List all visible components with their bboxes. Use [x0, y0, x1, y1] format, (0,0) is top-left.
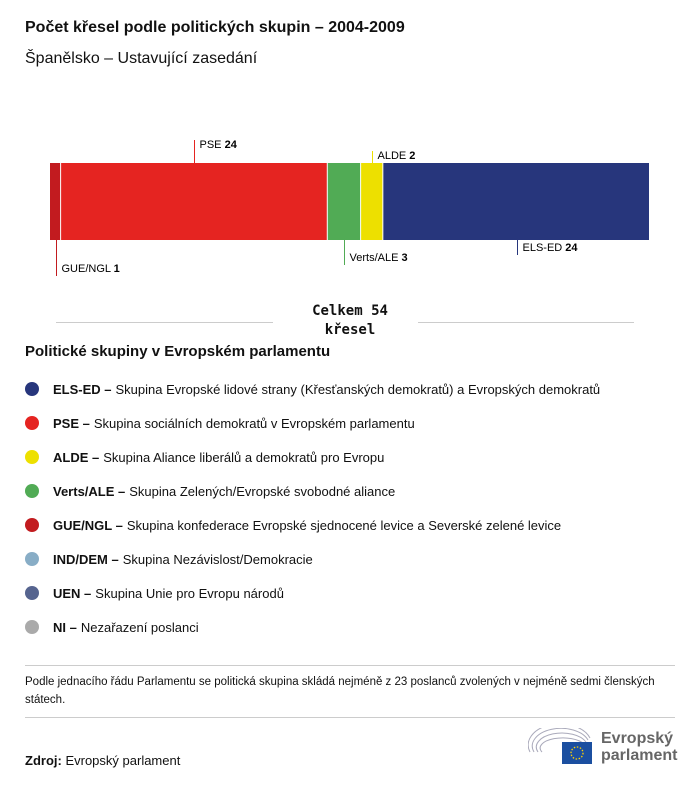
legend-text: Skupina Aliance liberálů a demokratů pro…: [103, 449, 385, 465]
legend-swatch: [25, 484, 39, 498]
data-label: GUE/NGL 1: [62, 263, 120, 275]
legend-abbr: PSE –: [53, 415, 90, 431]
bar-segment-gue-ngl: [50, 163, 61, 240]
divider: [418, 322, 634, 323]
subtitle: Španělsko – Ustavující zasedání: [25, 50, 258, 67]
legend-item: IND/DEM – Skupina Nezávislost/Demokracie: [25, 542, 600, 576]
source-value: Evropský parlament: [65, 753, 181, 768]
legend-text: Skupina Evropské lidové strany (Křesťans…: [115, 381, 601, 397]
legend-swatch: [25, 518, 39, 532]
data-label: ELS-ED 24: [523, 242, 579, 254]
legend-item: ELS-ED – Skupina Evropské lidové strany (…: [25, 372, 600, 406]
legend-swatch: [25, 382, 39, 396]
legend-text: Skupina Unie pro Evropu národů: [95, 585, 284, 601]
legend-abbr: NI –: [53, 619, 77, 635]
legend-abbr: UEN –: [53, 585, 92, 601]
legend-text: Skupina Nezávislost/Demokracie: [122, 551, 313, 567]
stacked-bar-chart: GUE/NGL 1 PSE 24 Verts/ALE 3 ALDE 2 ELS-ED 2…: [50, 139, 649, 276]
logo-line2: parlament: [601, 747, 678, 764]
legend-item: GUE/NGL – Skupina konfederace Evropské sj…: [25, 508, 600, 542]
footnote: Podle jednacího řádu Parlamentu se polit…: [25, 676, 655, 706]
bar-segment-pse: [61, 163, 327, 240]
logo-line1: Evropský: [601, 730, 674, 747]
legend-swatch: [25, 586, 39, 600]
ep-logo: Evropský parlament: [528, 728, 677, 766]
eu-flag-icon: [562, 742, 592, 764]
legend-swatch: [25, 416, 39, 430]
source-label: Zdroj:: [25, 753, 62, 768]
total-unit: křesel: [324, 322, 376, 338]
legend-item: NI – Nezařazení poslanci: [25, 610, 600, 644]
legend-text: Skupina sociálních demokratů v Evropském…: [93, 415, 415, 431]
data-label: PSE 24: [200, 139, 238, 151]
legend-swatch: [25, 552, 39, 566]
legend-swatch: [25, 450, 39, 464]
legend-swatch: [25, 620, 39, 634]
bar-segment-alde: [361, 163, 383, 240]
source: Zdroj: Evropský parlament: [25, 753, 180, 768]
total-label: Celkem 54 křesel: [280, 302, 420, 340]
legend-item: PSE – Skupina sociálních demokratů v Evro…: [25, 406, 600, 440]
legend: ELS-ED – Skupina Evropské lidové strany (…: [25, 372, 600, 644]
data-label: Verts/ALE 3: [350, 252, 408, 264]
divider: [25, 665, 675, 666]
legend-abbr: IND/DEM –: [53, 551, 119, 567]
bar-segment-verts-ale: [327, 163, 361, 240]
legend-item: Verts/ALE – Skupina Zelených/Evropské svo…: [25, 474, 600, 508]
legend-text: Skupina Zelených/Evropské svobodné alian…: [129, 483, 396, 499]
divider: [56, 322, 273, 323]
page-title: Počet křesel podle politických skupin – …: [25, 19, 405, 36]
divider: [25, 717, 675, 718]
legend-abbr: ALDE –: [53, 449, 100, 465]
legend-title: Politické skupiny v Evropském parlamentu: [25, 343, 331, 360]
legend-text: Skupina konfederace Evropské sjednocené …: [126, 517, 562, 533]
legend-abbr: Verts/ALE –: [53, 483, 126, 499]
legend-item: ALDE – Skupina Aliance liberálů a demokra…: [25, 440, 600, 474]
legend-abbr: ELS-ED –: [53, 381, 112, 397]
legend-item: UEN – Skupina Unie pro Evropu národů: [25, 576, 600, 610]
total-count: Celkem 54: [312, 303, 388, 319]
legend-abbr: GUE/NGL –: [53, 517, 123, 533]
data-label: ALDE 2: [378, 150, 416, 162]
legend-text: Nezařazení poslanci: [80, 619, 199, 635]
parliament-hemicycle-icon: [528, 728, 592, 764]
bar-segment-els-ed: [383, 163, 649, 240]
